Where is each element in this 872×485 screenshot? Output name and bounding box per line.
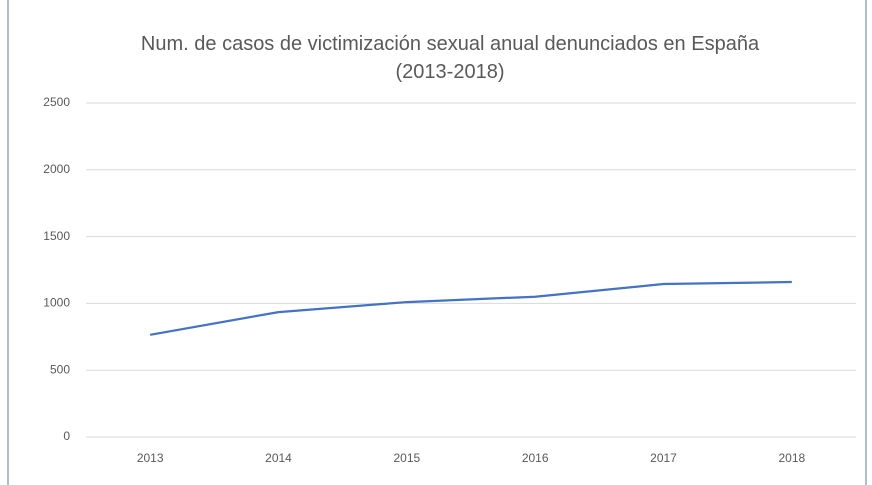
line-series <box>149 280 792 336</box>
x-tick-label: 2015 <box>393 451 420 465</box>
x-tick-label: 2016 <box>522 451 549 465</box>
chart-frame <box>7 0 867 485</box>
x-tick-label: 2017 <box>650 451 677 465</box>
y-tick-label: 2000 <box>43 162 70 176</box>
y-tick-label: 500 <box>50 362 70 376</box>
y-tick-label: 1000 <box>43 296 70 310</box>
x-tick-label: 2013 <box>137 451 164 465</box>
chart-title: Num. de casos de victimización sexual an… <box>140 33 760 83</box>
y-tick-label: 0 <box>63 429 70 443</box>
x-tick-label: 2018 <box>778 451 805 465</box>
x-tick-label: 2014 <box>265 451 292 465</box>
y-tick-label: 2500 <box>43 95 70 109</box>
y-tick-label: 1500 <box>43 229 70 243</box>
